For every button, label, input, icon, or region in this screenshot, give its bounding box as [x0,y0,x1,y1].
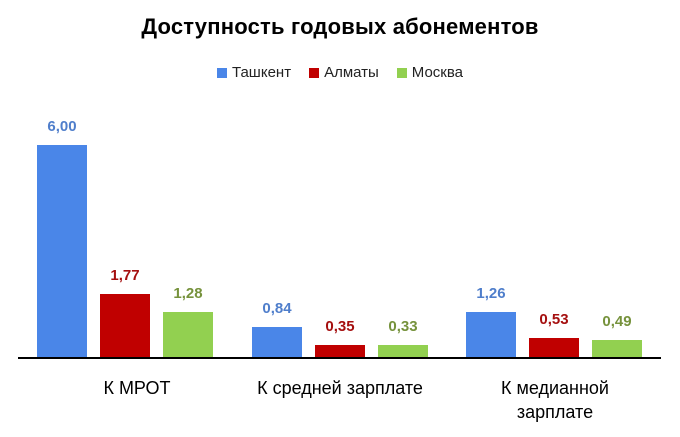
bar-1-2 [378,345,428,357]
legend-item-tashkent: Ташкент [216,64,292,81]
data-label: 1,28 [173,285,203,302]
bar-1-1 [315,345,365,357]
data-label: 1,26 [476,285,506,302]
bar-0-2 [163,312,213,357]
category-text: К средней зарплате [257,378,423,398]
x-axis-line [18,357,661,359]
data-label: 0,33 [388,318,418,335]
data-label: 0,84 [262,300,292,317]
bar-2-0 [466,312,516,357]
data-label: 0,53 [539,311,569,328]
legend-label: Москва [411,64,464,81]
legend-label: Ташкент [231,64,292,81]
data-label: 6,00 [47,118,77,135]
bar-2-1 [529,338,579,357]
legend-swatch-icon [396,67,407,78]
data-label: 1,77 [110,267,140,284]
category-text: К МРОТ [103,378,171,398]
legend-item-almaty: Алматы [309,64,379,81]
data-label: 0,49 [602,313,632,330]
chart-legend: Ташкент Алматы Москва [0,64,680,81]
legend-swatch-icon [216,67,227,78]
chart-title: Доступность годовых абонементов [141,14,539,39]
bar-0-1 [100,294,150,357]
category-text-line1: К медианной [501,378,609,398]
category-label-avg-salary: К средней зарплате [225,376,455,400]
bar-1-0 [252,327,302,357]
legend-swatch-icon [309,67,320,78]
category-label-mrot: К МРОТ [62,376,212,400]
bar-2-2 [592,340,642,357]
bar-0-0 [37,145,87,357]
data-label: 0,35 [325,318,355,335]
legend-label: Алматы [324,64,379,81]
category-label-median-salary: К медианной зарплате [470,376,640,424]
legend-item-moscow: Москва [396,64,464,81]
category-text-line2: зарплате [516,402,594,422]
